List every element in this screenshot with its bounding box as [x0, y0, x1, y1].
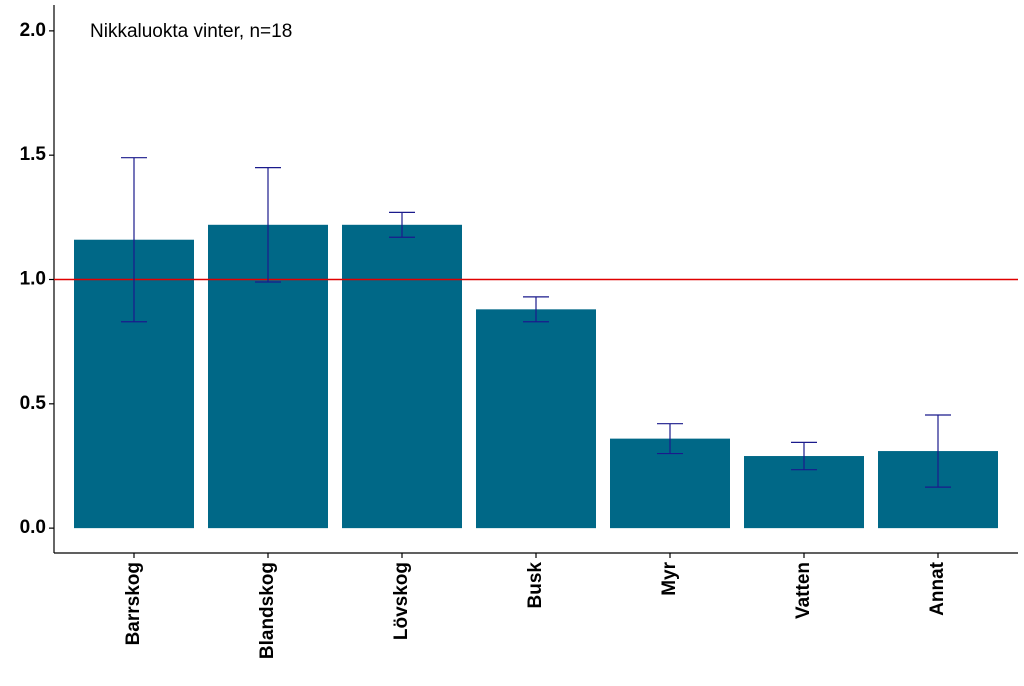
error-bar	[657, 423, 683, 455]
y-tick-label: 0.0	[20, 517, 46, 538]
x-tick-label: Annat	[927, 561, 948, 616]
error-bar	[121, 157, 147, 323]
x-tick-label: Vatten	[793, 562, 814, 619]
error-bar	[389, 211, 415, 238]
error-bar	[791, 441, 817, 471]
x-tick-label: Lövskog	[391, 562, 412, 640]
y-tick-label: 1.5	[20, 144, 47, 165]
bar	[476, 309, 596, 529]
annotation: Nikkaluokta vinter, n=18	[90, 21, 292, 42]
error-bar	[925, 414, 951, 488]
x-tick-label: Myr	[659, 561, 680, 595]
error-bar	[523, 296, 549, 323]
x-tick-label: Barrskog	[123, 562, 144, 645]
y-tick-label: 0.5	[20, 393, 47, 414]
y-tick-label: 1.0	[20, 269, 46, 290]
y-tick-label: 2.0	[20, 20, 46, 41]
x-tick-label: Blandskog	[257, 562, 278, 659]
error-bar	[255, 167, 281, 283]
x-tick-label: Busk	[525, 562, 546, 609]
bar	[342, 224, 462, 529]
